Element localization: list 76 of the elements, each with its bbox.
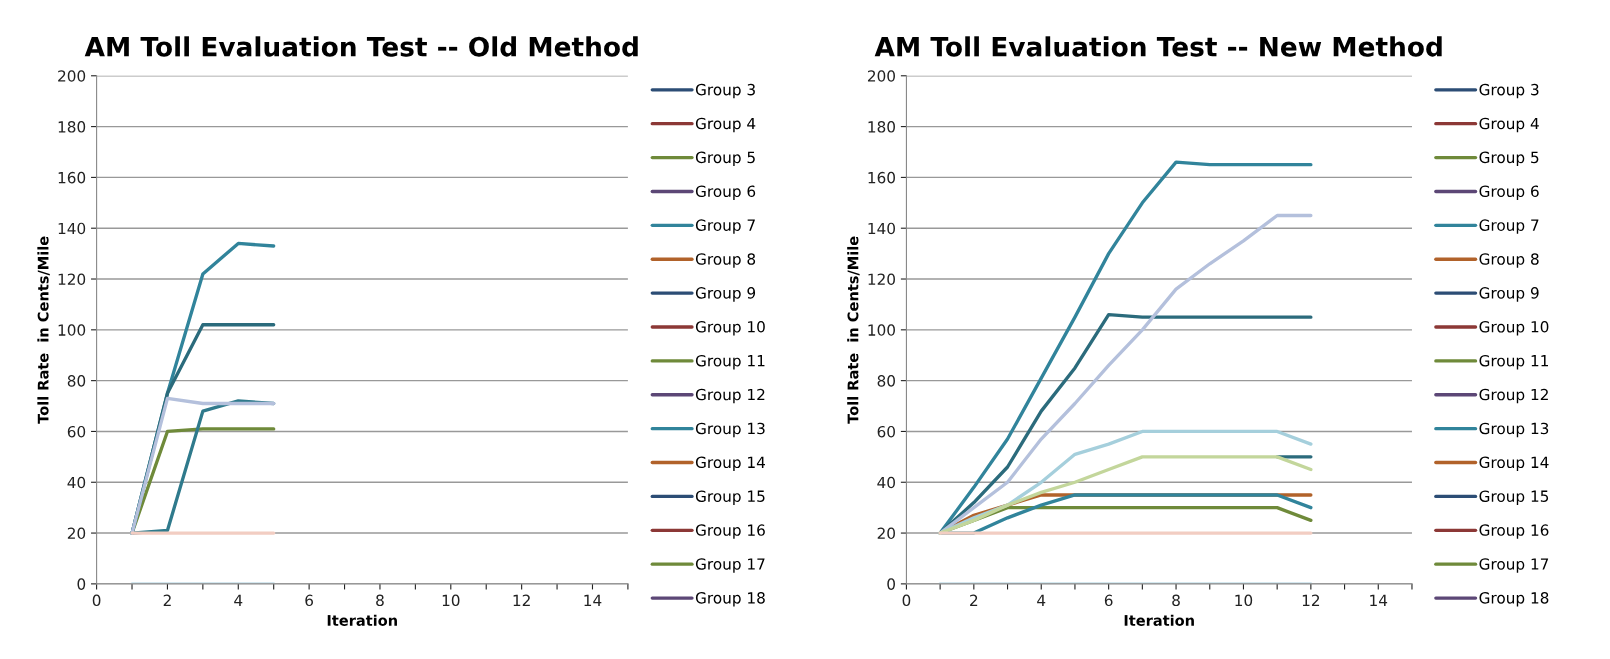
x-tick-label: 14 bbox=[1370, 594, 1388, 606]
legend-label: Group 13 bbox=[695, 422, 765, 438]
legend-label: Group 13 bbox=[1479, 422, 1549, 438]
legend-label: Group 5 bbox=[1479, 151, 1539, 167]
y-tick-label: 160 bbox=[868, 171, 895, 184]
x-tick-label: 0 bbox=[92, 594, 101, 607]
y-tick-label: 140 bbox=[868, 222, 895, 235]
x-tick-label: 14 bbox=[584, 594, 602, 606]
legend-label: Group 8 bbox=[1479, 253, 1539, 268]
x-axis-title: Iteration bbox=[327, 614, 397, 626]
legend-label: Group 6 bbox=[1479, 185, 1539, 200]
y-tick-label: 140 bbox=[58, 222, 86, 235]
legend-label: Group 5 bbox=[695, 151, 755, 167]
y-tick-label: 120 bbox=[58, 273, 86, 286]
legend-label: Group 3 bbox=[695, 83, 755, 99]
y-tick-label: 200 bbox=[58, 70, 86, 82]
x-tick-label: 12 bbox=[1302, 594, 1320, 606]
y-tick-label: 40 bbox=[67, 476, 86, 489]
y-tick-label: 180 bbox=[868, 121, 895, 133]
y-tick-label: 200 bbox=[867, 70, 895, 82]
x-tick-label: 10 bbox=[442, 594, 460, 607]
x-tick-label: 12 bbox=[513, 594, 530, 606]
y-tick-label: 180 bbox=[58, 121, 86, 133]
y-tick-label: 80 bbox=[877, 375, 895, 387]
chart-title: AM Toll Evaluation Test -- Old Method bbox=[84, 36, 638, 57]
legend-label: Group 7 bbox=[1479, 219, 1539, 234]
y-tick-label: 20 bbox=[67, 527, 86, 540]
x-axis-title: Iteration bbox=[1124, 614, 1194, 626]
legend-label: Group 8 bbox=[695, 253, 756, 268]
legend-label: Group 18 bbox=[1479, 592, 1549, 607]
legend-label: Group 11 bbox=[695, 354, 765, 370]
y-tick-label: 0 bbox=[77, 578, 86, 590]
y-tick-label: 120 bbox=[868, 273, 895, 286]
y-tick-label: 100 bbox=[58, 324, 86, 336]
y-tick-label: 60 bbox=[877, 425, 895, 438]
legend-label: Group 12 bbox=[695, 388, 765, 404]
legend-label: Group 15 bbox=[695, 490, 765, 505]
legend-label: Group 17 bbox=[695, 558, 765, 573]
x-tick-label: 8 bbox=[1172, 594, 1180, 607]
y-tick-label: 160 bbox=[58, 171, 86, 184]
legend-label: Group 9 bbox=[1479, 287, 1539, 302]
y-tick-label: 100 bbox=[868, 324, 895, 336]
chart-title: AM Toll Evaluation Test -- New Method bbox=[874, 36, 1442, 57]
legend-label: Group 12 bbox=[1479, 388, 1548, 404]
y-axis-title: Toll Rate in Cents/Mile bbox=[847, 236, 860, 424]
legend-label: Group 16 bbox=[1479, 524, 1549, 539]
legend-label: Group 4 bbox=[1479, 117, 1539, 133]
legend-label: Group 3 bbox=[1479, 83, 1539, 99]
legend-label: Group 17 bbox=[1479, 558, 1549, 573]
legend-label: Group 15 bbox=[1479, 490, 1549, 505]
legend-label: Group 14 bbox=[695, 456, 765, 472]
x-tick-label: 4 bbox=[234, 594, 243, 606]
legend-label: Group 4 bbox=[695, 117, 756, 133]
legend-label: Group 18 bbox=[695, 592, 765, 607]
x-tick-label: 4 bbox=[1037, 594, 1046, 606]
y-tick-label: 80 bbox=[67, 375, 86, 387]
legend-label: Group 10 bbox=[1479, 321, 1549, 336]
legend-label: Group 14 bbox=[1479, 456, 1549, 472]
legend-label: Group 9 bbox=[695, 287, 756, 302]
legend-label: Group 10 bbox=[695, 321, 765, 336]
legend-label: Group 11 bbox=[1479, 354, 1548, 370]
x-tick-label: 2 bbox=[970, 594, 978, 606]
y-tick-label: 60 bbox=[67, 425, 86, 438]
x-tick-label: 0 bbox=[902, 594, 911, 607]
x-tick-label: 6 bbox=[1104, 594, 1113, 607]
y-tick-label: 0 bbox=[887, 578, 895, 590]
x-tick-label: 2 bbox=[163, 594, 171, 606]
x-tick-label: 8 bbox=[376, 594, 384, 607]
y-axis-title: Toll Rate in Cents/Mile bbox=[37, 236, 50, 424]
legend-label: Group 7 bbox=[695, 219, 755, 234]
x-tick-label: 10 bbox=[1235, 594, 1253, 607]
legend-label: Group 6 bbox=[695, 185, 756, 200]
legend-label: Group 16 bbox=[695, 524, 765, 539]
y-tick-label: 40 bbox=[877, 476, 895, 489]
y-tick-label: 20 bbox=[877, 527, 895, 540]
x-tick-label: 6 bbox=[305, 594, 314, 607]
